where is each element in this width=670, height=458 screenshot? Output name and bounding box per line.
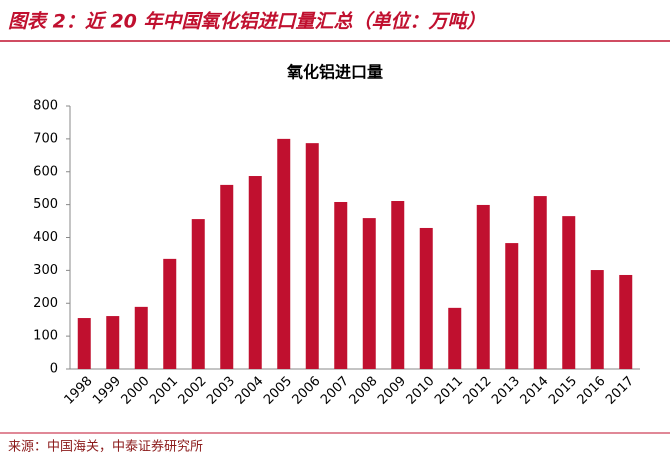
y-tick-label: 700 (33, 131, 58, 146)
bar (163, 258, 177, 369)
bar (248, 176, 262, 369)
y-tick-label: 400 (33, 230, 58, 245)
bar (106, 316, 120, 369)
x-tick-label: 2013 (489, 374, 523, 408)
y-tick-label: 200 (33, 296, 58, 311)
x-tick-label: 2004 (233, 374, 267, 408)
source: 来源：中国海关，中泰证券研究所 (8, 439, 203, 455)
x-tick-label: 2014 (518, 374, 552, 408)
x-tick-label: 1999 (90, 374, 124, 408)
y-tick-label: 500 (33, 197, 58, 212)
y-tick-label: 100 (33, 329, 58, 344)
y-tick-label: 300 (33, 263, 58, 278)
bar (391, 201, 405, 369)
bar (419, 227, 433, 369)
bar (476, 204, 490, 369)
x-tick-label: 2009 (375, 374, 409, 408)
bar (277, 138, 291, 369)
x-tick-label: 2017 (603, 374, 637, 408)
x-tick-label: 2006 (290, 374, 324, 408)
bar (362, 218, 376, 369)
bar (305, 143, 319, 369)
y-tick-label: 600 (33, 164, 58, 179)
x-tick-label: 2003 (204, 374, 238, 408)
x-tick-label: 2016 (575, 374, 609, 408)
x-tick-label: 1998 (62, 374, 96, 408)
bar (619, 274, 633, 369)
chart-title: 氧化铝进口量 (286, 63, 383, 82)
y-tick-label: 0 (50, 362, 58, 377)
x-tick-label: 2007 (318, 374, 352, 408)
bar (334, 201, 348, 369)
x-tick-label: 2000 (119, 374, 153, 408)
x-tick-label: 2011 (432, 374, 466, 408)
x-tick-label: 2002 (176, 374, 210, 408)
x-tick-label: 2012 (461, 374, 495, 408)
x-tick-label: 2010 (404, 374, 438, 408)
x-tick-label: 2005 (261, 374, 295, 408)
x-tick-label: 2008 (347, 374, 381, 408)
header-title: 图表 2：近 20 年中国氧化铝进口量汇总（单位：万吨） (8, 11, 486, 33)
bar (77, 318, 91, 369)
bar (220, 184, 234, 369)
y-tick-label: 800 (33, 99, 58, 114)
bar (562, 216, 576, 369)
bar (590, 270, 604, 369)
x-tick-label: 2001 (147, 374, 181, 408)
bar (448, 307, 462, 369)
x-tick-label: 2015 (546, 374, 580, 408)
bar (191, 219, 205, 369)
bar (134, 306, 148, 369)
bar (533, 196, 547, 369)
bar (505, 243, 519, 369)
